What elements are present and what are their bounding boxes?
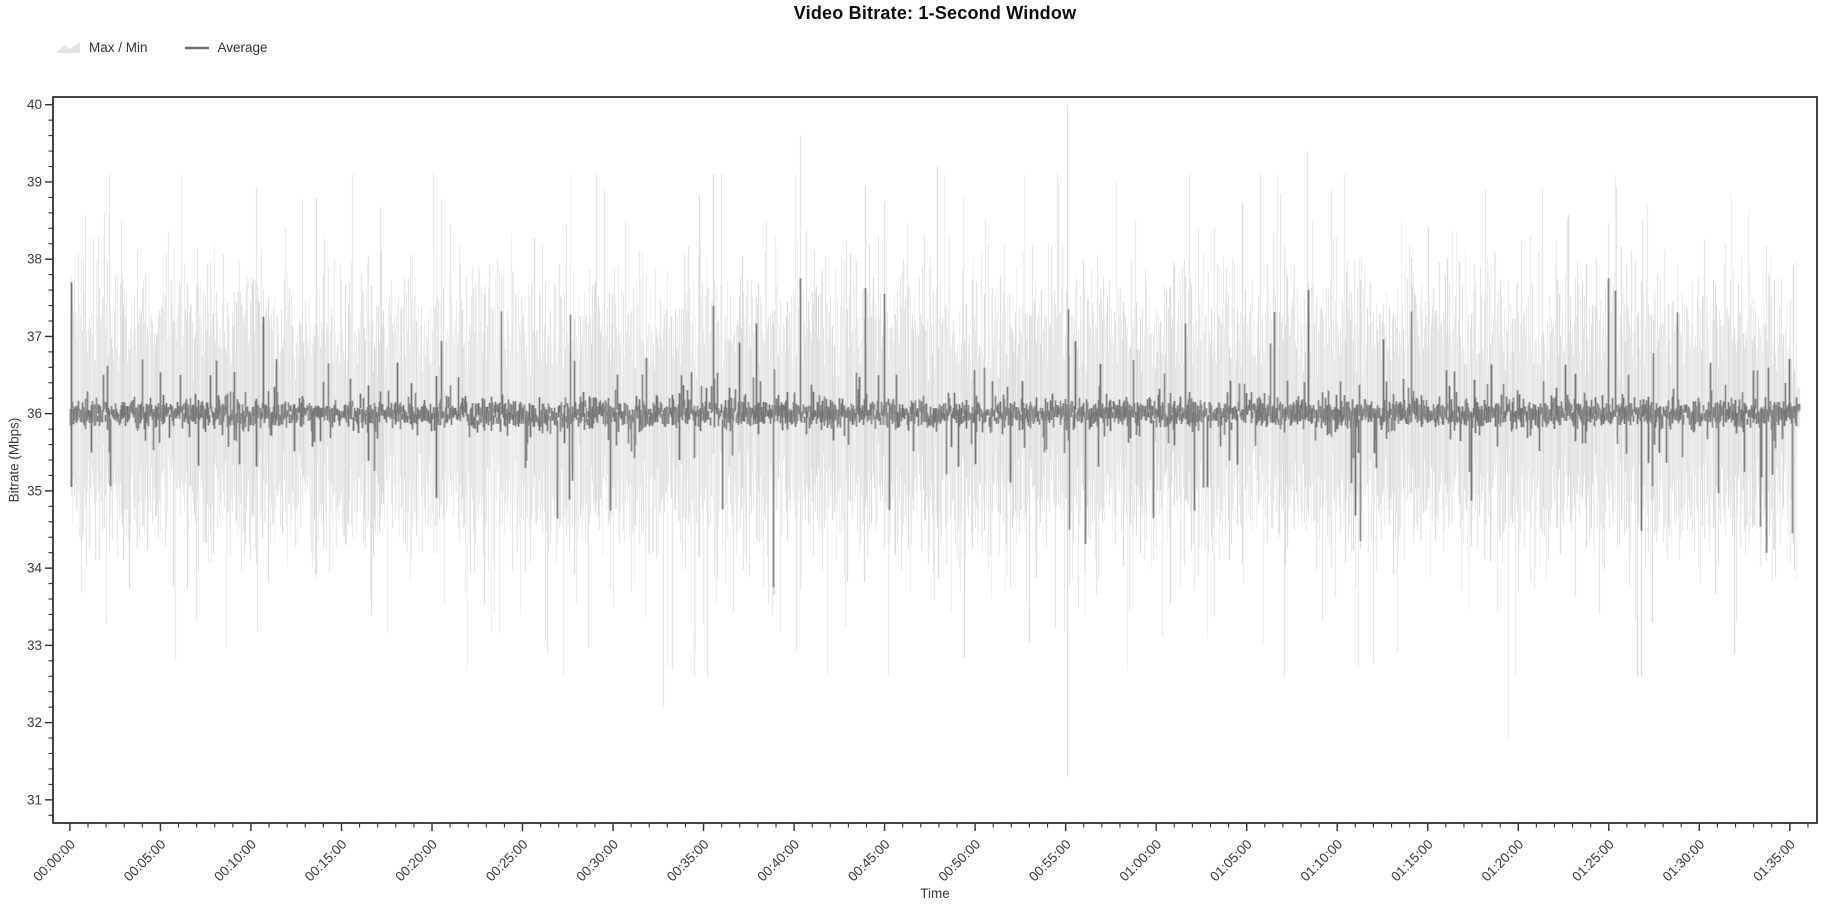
y-tick-label: 40 xyxy=(27,97,42,112)
x-tick-label: 00:10:00 xyxy=(211,837,259,885)
x-tick-label: 01:05:00 xyxy=(1207,837,1255,885)
x-tick-label: 00:05:00 xyxy=(121,837,169,885)
x-tick-label: 00:30:00 xyxy=(573,837,621,885)
average-line-series xyxy=(69,311,1800,588)
x-tick-label: 01:35:00 xyxy=(1750,837,1798,885)
y-tick-label: 37 xyxy=(27,329,42,344)
x-tick-label: 00:40:00 xyxy=(754,837,802,885)
legend-item-max-min: Max / Min xyxy=(55,40,148,55)
average-line-series xyxy=(70,282,1796,531)
x-tick-label: 00:20:00 xyxy=(392,837,440,885)
y-tick-label: 36 xyxy=(27,406,42,421)
x-tick-label: 00:55:00 xyxy=(1026,837,1074,885)
x-tick-label: 00:25:00 xyxy=(483,837,531,885)
y-tick-label: 39 xyxy=(27,174,42,189)
y-tick-label: 38 xyxy=(27,252,42,267)
y-axis-title: Bitrate (Mbps) xyxy=(6,417,22,503)
x-tick-label: 01:15:00 xyxy=(1388,837,1436,885)
x-tick-label: 01:20:00 xyxy=(1479,837,1527,885)
y-tick-label: 34 xyxy=(27,561,43,576)
x-tick-label: 00:50:00 xyxy=(935,837,983,885)
average-line-series xyxy=(76,278,1801,553)
x-tick-label: 01:10:00 xyxy=(1298,837,1346,885)
max-min-band-swatch-icon xyxy=(56,41,80,53)
y-tick-label: 32 xyxy=(27,715,42,730)
x-tick-label: 01:25:00 xyxy=(1569,837,1617,885)
x-tick-label: 00:15:00 xyxy=(302,837,350,885)
legend-label-average: Average xyxy=(217,40,268,55)
x-tick-label: 00:45:00 xyxy=(845,837,893,885)
y-tick-label: 35 xyxy=(27,483,42,498)
legend-item-average: Average xyxy=(184,40,268,55)
x-axis-title: Time xyxy=(920,886,950,901)
legend-label-max-min: Max / Min xyxy=(89,40,148,55)
x-tick-label: 00:35:00 xyxy=(664,837,712,885)
chart-title: Video Bitrate: 1-Second Window xyxy=(793,3,1077,23)
legend: Max / Min Average xyxy=(55,40,268,55)
x-tick-label: 01:00:00 xyxy=(1117,837,1165,885)
average-line-swatch-icon xyxy=(184,46,209,49)
x-tick-label: 00:00:00 xyxy=(30,837,78,885)
y-tick-label: 31 xyxy=(27,792,42,807)
x-tick-label: 01:30:00 xyxy=(1660,837,1708,885)
y-tick-label: 33 xyxy=(27,638,42,653)
